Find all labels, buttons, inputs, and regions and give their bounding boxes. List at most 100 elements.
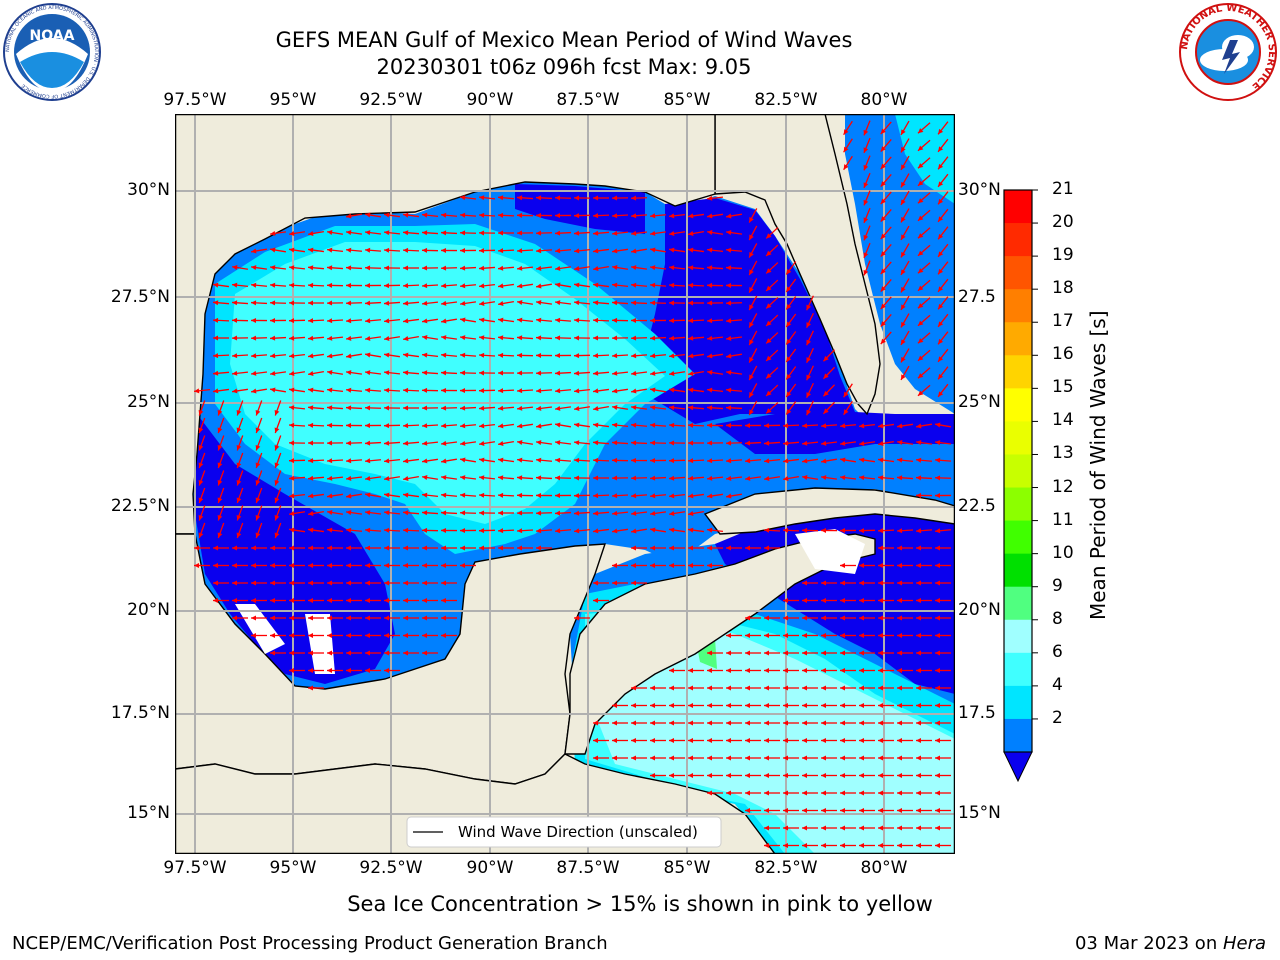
wave-direction-arrow — [255, 505, 263, 521]
wave-direction-arrow — [402, 230, 420, 236]
wave-direction-arrow — [402, 510, 420, 516]
wave-direction-arrow — [345, 300, 363, 306]
wave-direction-arrow — [783, 650, 799, 656]
wave-direction-arrow — [536, 283, 552, 289]
wave-direction-arrow — [937, 243, 949, 258]
wave-direction-arrow — [535, 265, 553, 271]
wave-direction-arrow — [668, 300, 686, 306]
wave-direction-arrow — [745, 738, 761, 743]
wave-direction-arrow — [274, 400, 282, 416]
wave-direction-arrow — [327, 650, 343, 656]
wave-direction-arrow — [935, 563, 951, 568]
wave-direction-arrow — [764, 843, 780, 848]
wave-direction-arrow — [403, 405, 419, 411]
wave-direction-arrow — [763, 440, 781, 446]
wave-direction-arrow — [668, 405, 686, 411]
wave-direction-arrow — [346, 493, 362, 499]
colorbar-tick-label: 17 — [1052, 311, 1074, 332]
wave-direction-arrow — [593, 720, 609, 726]
wave-direction-arrow — [478, 317, 496, 323]
wave-direction-arrow — [631, 528, 647, 534]
wave-direction-arrow — [821, 668, 837, 673]
wave-direction-arrow — [459, 212, 477, 218]
wave-direction-arrow — [650, 703, 666, 708]
nws-logo: NATIONAL WEATHER SERVICE — [1179, 3, 1277, 101]
wave-direction-arrow — [346, 668, 362, 673]
wave-direction-arrow — [763, 476, 781, 481]
wave-direction-arrow — [649, 265, 667, 271]
lon-tick-bottom: 97.5°W — [163, 858, 227, 878]
wave-direction-arrow — [877, 423, 895, 429]
wave-direction-arrow — [403, 598, 419, 603]
wave-direction-arrow — [459, 265, 477, 271]
wave-direction-arrow — [422, 615, 438, 621]
wave-direction-arrow — [916, 720, 932, 726]
wave-direction-arrow — [748, 330, 758, 346]
wave-direction-arrow — [554, 493, 572, 499]
caribbean-pale-cyan — [595, 619, 955, 854]
wave-direction-arrow — [725, 318, 743, 324]
machine-name: Hera — [1222, 933, 1266, 954]
wave-direction-arrow — [839, 423, 857, 429]
lon-tick-top: 82.5°W — [754, 90, 818, 110]
wave-direction-arrow — [764, 633, 780, 638]
wave-direction-arrow — [821, 843, 837, 848]
wave-direction-arrow — [288, 440, 306, 446]
wave-direction-arrow — [821, 773, 837, 778]
wave-direction-arrow — [916, 598, 932, 603]
wave-direction-arrow — [764, 773, 780, 778]
wave-direction-arrow — [764, 825, 780, 831]
wave-direction-arrow — [668, 318, 686, 324]
wave-direction-arrow — [251, 248, 267, 254]
wave-direction-arrow — [726, 353, 742, 359]
wave-direction-arrow — [440, 370, 458, 376]
wave-direction-arrow — [217, 487, 225, 504]
wave-direction-arrow — [822, 384, 836, 397]
wave-direction-arrow — [916, 545, 932, 551]
wave-direction-arrow — [806, 295, 814, 311]
wave-direction-arrow — [630, 493, 648, 499]
wave-direction-arrow — [289, 668, 305, 673]
wave-direction-arrow — [478, 441, 496, 446]
wave-direction-arrow — [383, 492, 401, 498]
wave-direction-arrow — [726, 633, 742, 638]
colorbar-band — [1004, 685, 1032, 720]
wave-direction-arrow — [573, 282, 591, 288]
wave-direction-arrow — [706, 353, 724, 359]
wave-direction-arrow — [631, 738, 647, 743]
wave-direction-arrow — [917, 262, 931, 274]
wave-direction-arrow — [668, 371, 686, 376]
wave-direction-arrow — [251, 633, 267, 638]
wave-direction-arrow — [497, 283, 515, 289]
wave-direction-arrow — [535, 457, 553, 463]
wave-direction-arrow — [937, 348, 949, 363]
wave-direction-arrow — [194, 545, 210, 551]
wave-direction-arrow — [650, 545, 666, 551]
wave-direction-arrow — [308, 650, 324, 656]
credit-text: NCEP/EMC/Verification Post Processing Pr… — [12, 933, 608, 954]
wave-direction-arrow — [593, 195, 609, 201]
wave-direction-arrow — [403, 633, 419, 638]
wave-direction-arrow — [707, 773, 723, 778]
colorbar-band — [1004, 190, 1032, 224]
wave-direction-arrow — [896, 475, 914, 481]
wave-direction-arrow — [217, 417, 225, 434]
wave-direction-arrow — [497, 335, 515, 341]
wave-direction-arrow — [785, 261, 797, 275]
wave-direction-arrow — [308, 668, 324, 673]
wave-direction-arrow — [937, 121, 949, 135]
wave-direction-arrow — [383, 370, 401, 376]
wave-direction-arrow — [935, 598, 951, 603]
wave-direction-arrow — [916, 773, 932, 778]
wave-direction-arrow — [668, 493, 686, 499]
lat-tick-left: 22.5°N — [110, 496, 170, 516]
wave-direction-arrow — [573, 440, 591, 446]
wave-direction-arrow — [783, 703, 799, 708]
wave-direction-arrow — [193, 388, 211, 394]
wave-direction-arrow — [839, 475, 857, 481]
wave-direction-arrow — [840, 598, 856, 603]
wave-direction-arrow — [308, 545, 324, 551]
wave-direction-arrow — [783, 475, 799, 481]
wave-direction-arrow — [878, 615, 894, 621]
wave-direction-arrow — [269, 318, 287, 324]
